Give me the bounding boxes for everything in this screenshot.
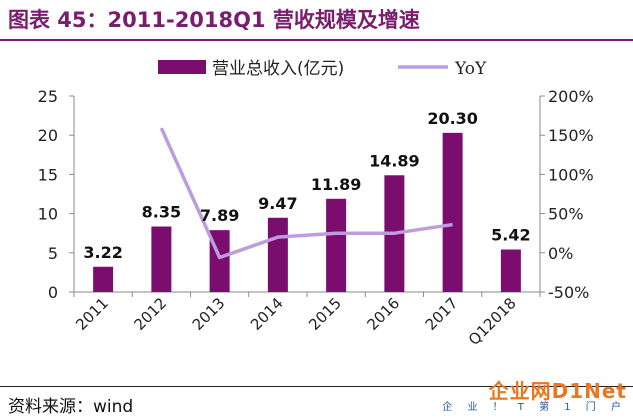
x-axis-tick-label: Q12018: [465, 294, 520, 349]
data-labels: 3.22 8.35 7.89 9.47 11.89 14.89 20.30 5.42: [83, 109, 530, 262]
bar-value-label: 7.89: [200, 206, 239, 225]
bar: [267, 217, 288, 292]
bar: [326, 198, 347, 292]
yoy-line: [159, 127, 453, 260]
watermark-logo-text: 企业网D1Net: [488, 379, 627, 403]
bar-value-label: 8.35: [142, 203, 181, 222]
right-axis-tick-label: 0%: [548, 244, 573, 263]
right-axis-tick-label: 200%: [548, 87, 594, 106]
bars: [93, 132, 521, 292]
axes: 0 5 10 15 20 25 -50% 0% 50% 100% 150% 200% 2011 2012 2…: [38, 87, 594, 349]
bar-value-label: 3.22: [83, 243, 122, 262]
title-divider: [0, 39, 633, 41]
legend-label-revenue: 营业总收入(亿元): [212, 59, 344, 79]
x-axis-tick-label: 2011: [72, 294, 112, 334]
left-axis-tick-label: 15: [38, 165, 58, 184]
x-axis-tick-label: 2017: [422, 294, 462, 334]
legend-label-yoy: YoY: [454, 59, 487, 79]
x-axis-tick-label: 2013: [189, 294, 229, 334]
left-axis-tick-label: 0: [48, 283, 58, 302]
x-axis-tick-label: 2015: [305, 294, 345, 334]
x-axis-tick-label: 2016: [363, 294, 403, 334]
left-axis-tick-label: 20: [38, 126, 58, 145]
watermark-logo: 企业网D1Net 企 业 ！ T 第 1 门 户: [442, 380, 627, 414]
right-axis-tick-label: 150%: [548, 126, 594, 145]
chart: 营业总收入(亿元) YoY 0 5 10 15 20 25 -50% 0% 50% 100% 150%…: [38, 59, 594, 349]
bar-value-label: 5.42: [491, 226, 530, 245]
bar: [500, 249, 521, 292]
yoy-line-group: [159, 127, 453, 260]
bar-value-label: 9.47: [258, 194, 297, 213]
bar-value-label: 20.30: [427, 109, 478, 128]
bar: [442, 132, 463, 292]
left-axis-tick-label: 10: [38, 205, 58, 224]
left-axis-tick-label: 25: [38, 87, 58, 106]
bar-value-label: 14.89: [369, 151, 420, 170]
left-axis-tick-label: 5: [48, 244, 58, 263]
legend: 营业总收入(亿元) YoY: [158, 59, 487, 79]
right-axis-tick-label: 50%: [548, 205, 584, 224]
legend-swatch-revenue: [158, 60, 206, 74]
source-note: 资料来源：wind: [8, 397, 134, 417]
x-axis-tick-label: 2012: [130, 294, 170, 334]
watermark-subtitle: 企 业 ！ T 第 1 门 户: [442, 402, 627, 413]
bar: [93, 266, 114, 292]
bar-value-label: 11.89: [311, 175, 362, 194]
chart-title: 图表 45：2011-2018Q1 营收规模及增速: [8, 8, 420, 32]
right-axis-tick-label: -50%: [548, 283, 589, 302]
source-divider: [0, 386, 633, 387]
right-axis-tick-label: 100%: [548, 165, 594, 184]
bar: [151, 226, 172, 292]
x-axis-tick-label: 2014: [247, 294, 287, 334]
